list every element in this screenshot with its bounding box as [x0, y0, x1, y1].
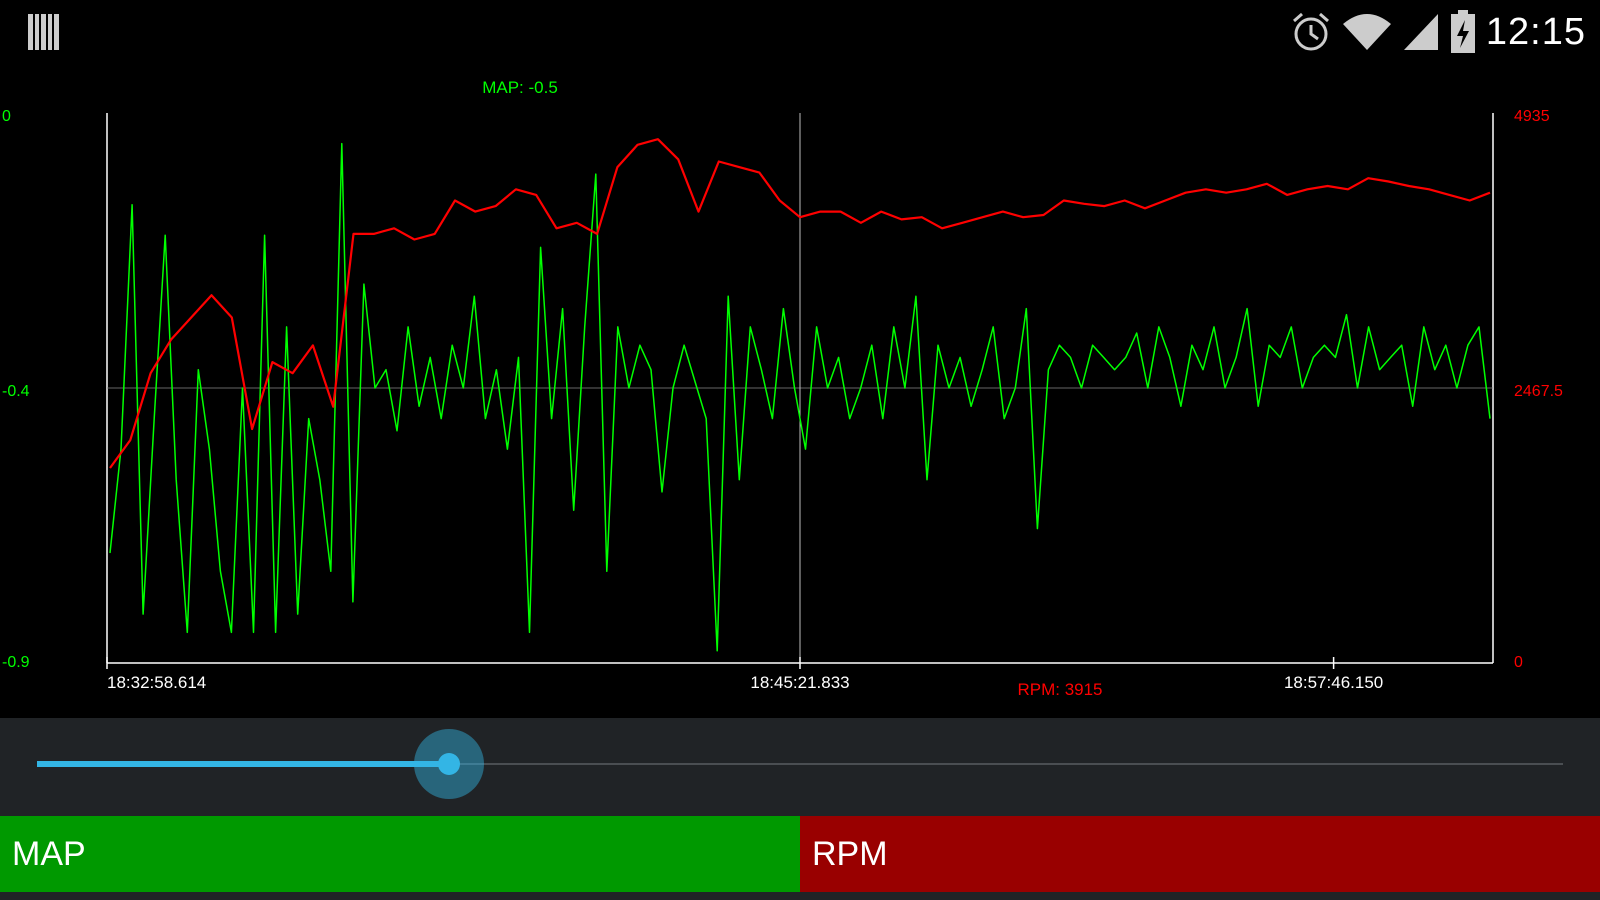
series-line-rpm	[109, 138, 1491, 469]
series-tabs: MAP RPM	[0, 816, 1600, 892]
left-tick-label: -0.4	[2, 383, 30, 400]
status-bar: 12:15	[0, 0, 1600, 64]
slider-panel	[0, 718, 1600, 816]
right-tick-label: 4935	[1514, 108, 1550, 125]
slider-thumb[interactable]	[438, 753, 461, 775]
slider-fill[interactable]	[37, 761, 450, 767]
battery-charging-icon	[1450, 10, 1475, 53]
map-cursor-label: MAP: -0.5	[482, 78, 558, 97]
bottom-strip	[0, 892, 1600, 900]
signal-icon	[1403, 14, 1438, 50]
x-tick-label: 18:45:21.833	[750, 673, 849, 692]
wifi-icon	[1342, 14, 1391, 50]
tab-map[interactable]: MAP	[0, 816, 800, 892]
x-tick-label: 18:57:46.150	[1284, 673, 1383, 692]
tab-rpm-label: RPM	[812, 834, 888, 873]
slider-track[interactable]	[37, 763, 1563, 765]
series-line-map	[109, 142, 1491, 652]
right-tick-label: 2467.5	[1514, 383, 1563, 400]
rpm-cursor-label: RPM: 3915	[1017, 680, 1102, 699]
tab-rpm[interactable]: RPM	[800, 816, 1600, 892]
x-tick-label: 18:32:58.614	[107, 673, 206, 692]
right-tick-label: 0	[1514, 654, 1523, 671]
clock: 12:15	[1485, 10, 1586, 53]
alarm-icon	[1292, 12, 1329, 51]
left-tick-label: 0	[2, 108, 11, 125]
tab-map-label: MAP	[12, 834, 86, 873]
barcode-icon	[28, 14, 59, 50]
chart-area[interactable]: 18:32:58.614 18:45:21.833 18:57:46.150 0 -0.…	[0, 64, 1600, 718]
left-tick-label: -0.9	[2, 654, 30, 671]
chart[interactable]: 18:32:58.614 18:45:21.833 18:57:46.150 0 -0.…	[0, 64, 1600, 718]
